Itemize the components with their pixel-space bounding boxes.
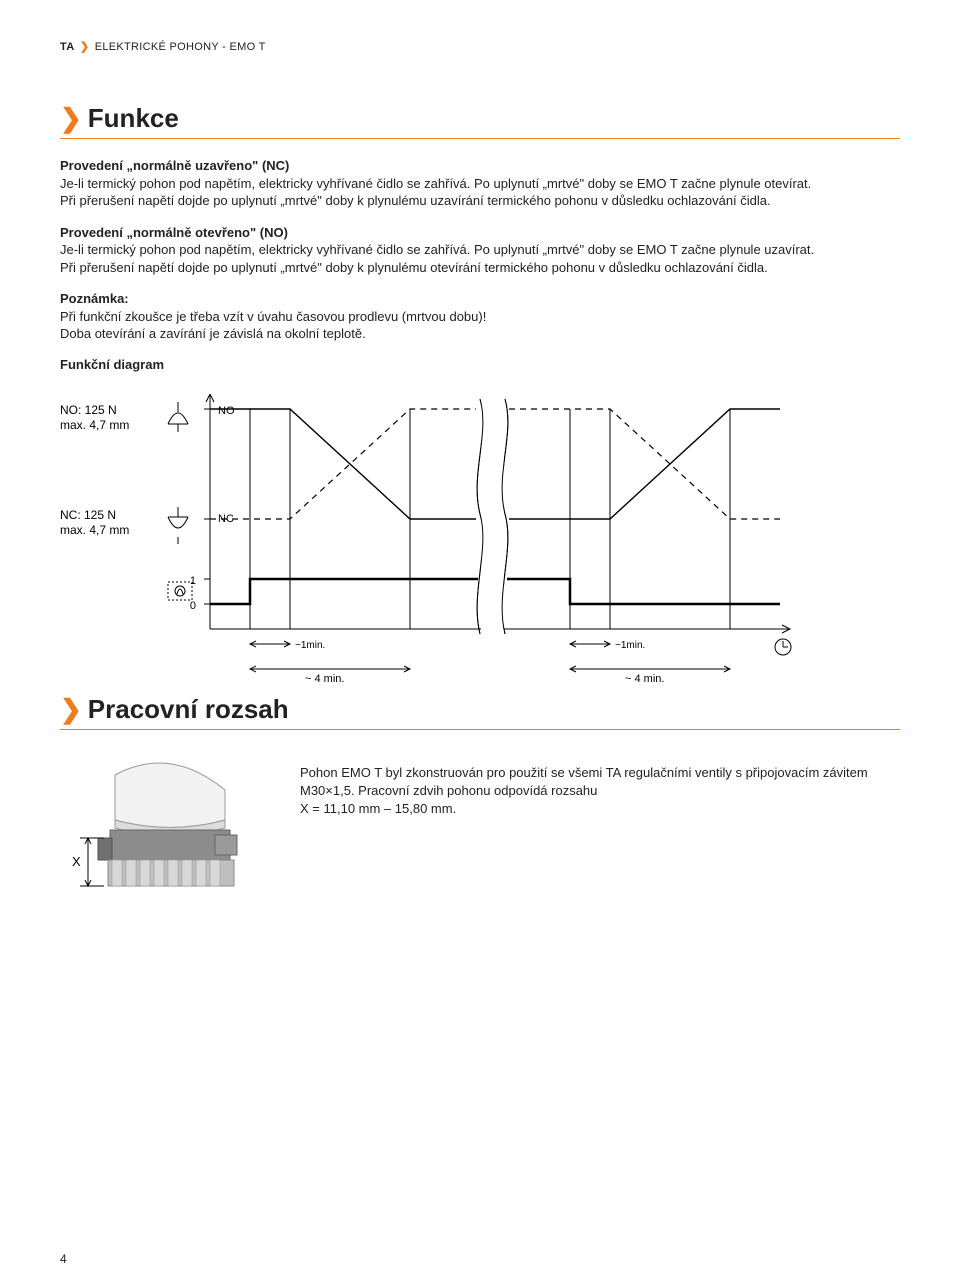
section-heading-funkce: ❯ Funkce bbox=[60, 103, 900, 134]
page-number: 4 bbox=[60, 1252, 67, 1266]
chevron-icon: ❯ bbox=[60, 103, 82, 134]
t-1min-b: ~1min. bbox=[615, 640, 645, 651]
no-text-1: Je-li termický pohon pod napětím, elektr… bbox=[60, 242, 814, 257]
breadcrumb-text: ELEKTRICKÉ POHONY - EMO T bbox=[95, 41, 266, 53]
nc-text-2: Při přerušení napětí dojde po uplynutí „… bbox=[60, 193, 771, 208]
note-text-1: Při funkční zkoušce je třeba vzít v úvah… bbox=[60, 309, 486, 324]
paragraph-nc: Provedení „normálně uzavřeno" (NC) Je-li… bbox=[60, 157, 900, 210]
page-header: TA ❯ ELEKTRICKÉ POHONY - EMO T bbox=[60, 40, 900, 53]
range-content-row: X Pohon EMO T byl zkonstruován pro použi… bbox=[60, 760, 900, 935]
section-rule bbox=[60, 729, 900, 730]
heading-text: Pracovní rozsah bbox=[88, 694, 289, 725]
voltage-icon bbox=[168, 582, 192, 600]
clock-icon bbox=[775, 639, 791, 655]
no-tag: NO bbox=[218, 405, 235, 417]
paragraph-no: Provedení „normálně otevřeno" (NO) Je-li… bbox=[60, 224, 900, 277]
actuator-nc-icon bbox=[168, 507, 188, 544]
nc-heading: Provedení „normálně uzavřeno" (NC) bbox=[60, 157, 900, 175]
section-rule bbox=[60, 138, 900, 139]
diagram-heading: Funkční diagram bbox=[60, 357, 900, 372]
no-force-label: NO: 125 N bbox=[60, 403, 117, 417]
no-text-2: Při přerušení napětí dojde po uplynutí „… bbox=[60, 260, 768, 275]
range-description: Pohon EMO T byl zkonstruován pro použití… bbox=[300, 760, 900, 819]
section-heading-range: ❯ Pracovní rozsah bbox=[60, 694, 900, 725]
brand-mark: TA bbox=[60, 41, 74, 53]
chevron-icon: ❯ bbox=[80, 41, 90, 53]
heading-text: Funkce bbox=[88, 103, 179, 134]
note-text-2: Doba otevírání a zavírání je závislá na … bbox=[60, 326, 366, 341]
note-heading: Poznámka: bbox=[60, 290, 900, 308]
t-4min-a: ~ 4 min. bbox=[305, 673, 344, 684]
nc-force-label: NC: 125 N bbox=[60, 508, 116, 522]
volt-0: 0 bbox=[190, 600, 196, 612]
t-1min-a: ~1min. bbox=[295, 640, 325, 651]
nc-text-1: Je-li termický pohon pod napětím, elektr… bbox=[60, 176, 811, 191]
volt-1: 1 bbox=[190, 575, 196, 587]
diagram-svg: NO: 125 N max. 4,7 mm NC: 125 N max. 4,7… bbox=[60, 394, 820, 684]
chevron-icon: ❯ bbox=[60, 694, 82, 725]
nc-stroke-label: max. 4,7 mm bbox=[60, 523, 129, 537]
t-4min-b: ~ 4 min. bbox=[625, 673, 664, 684]
no-heading: Provedení „normálně otevřeno" (NO) bbox=[60, 224, 900, 242]
dimension-x-label: X bbox=[72, 854, 81, 869]
range-text-1: Pohon EMO T byl zkonstruován pro použití… bbox=[300, 765, 868, 798]
actuator-illustration: X bbox=[60, 760, 260, 935]
actuator-no-icon bbox=[168, 402, 188, 432]
functional-diagram: NO: 125 N max. 4,7 mm NC: 125 N max. 4,7… bbox=[60, 394, 900, 684]
paragraph-note: Poznámka: Při funkční zkoušce je třeba v… bbox=[60, 290, 900, 343]
range-text-2: X = 11,10 mm – 15,80 mm. bbox=[300, 801, 456, 816]
no-stroke-label: max. 4,7 mm bbox=[60, 418, 129, 432]
